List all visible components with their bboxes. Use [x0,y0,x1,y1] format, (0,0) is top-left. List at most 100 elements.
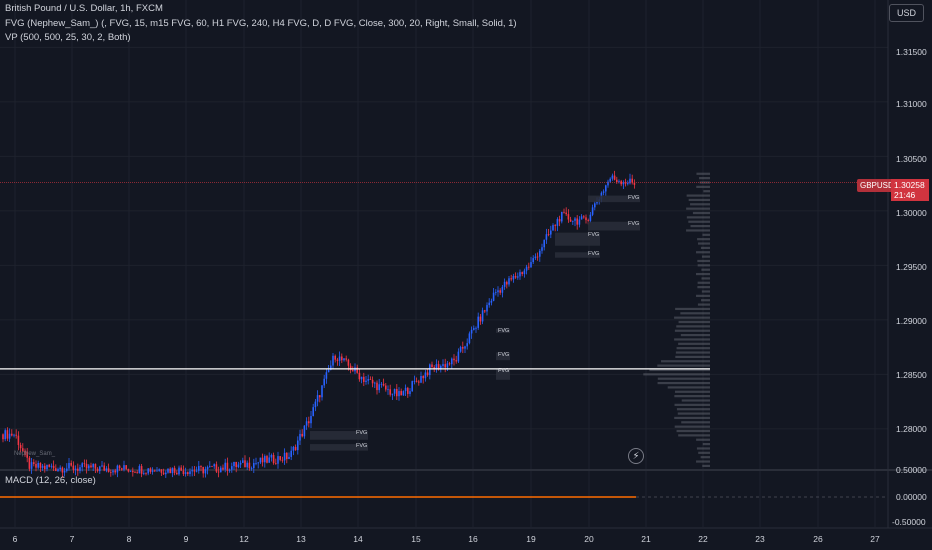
candle-body [125,465,127,470]
volume-profile-bar [701,299,710,302]
candle-body [459,347,462,352]
candle-body [545,234,548,240]
candle-body [580,216,583,220]
macd-tick: -0.50000 [892,517,926,527]
candle-body [501,286,504,293]
candle-body [442,364,444,366]
candle-body [213,464,215,467]
candle-body [110,472,112,473]
candle-body [627,183,629,185]
candle-body [358,372,361,380]
candle-body [48,464,50,467]
time-tick: 8 [126,534,132,544]
candle-body [532,258,534,263]
fvg-indicator-legend[interactable]: FVG (Nephew_Sam_) (, FVG, 15, m15 FVG, 6… [5,18,517,29]
candle-body [607,181,609,186]
candle-body [52,465,55,469]
candle-body [481,310,484,322]
candle-body [272,454,275,464]
candle-body [512,275,515,280]
candle-body [499,290,501,293]
candle-body [250,468,253,469]
candle-body [464,346,466,349]
candle-body [332,355,334,366]
volume-profile-bar [697,238,710,241]
currency-button[interactable]: USD [889,4,924,22]
candle-body [116,465,119,473]
volume-profile-bar [696,272,710,276]
volume-profile-bar [676,347,710,350]
candle-body [336,359,339,361]
volume-profile-bar [674,395,710,398]
candle-body [264,456,266,463]
candle-body [107,468,110,473]
volume-profile-bar [678,434,710,437]
volume-profile-bar [702,233,710,236]
volume-profile-bar [681,421,710,424]
candle-body [391,393,394,395]
price-tick: 1.30500 [896,154,927,164]
candle-body [123,465,125,470]
candle-body [149,468,152,472]
candle-body [270,454,273,458]
volume-profile-bar [701,268,710,271]
fvg-label: FVG [498,327,510,334]
lightning-bolt-icon: ⚡︎ [632,450,640,462]
candle-body [46,464,48,470]
candle-body [400,391,402,396]
candle-body [369,379,372,380]
candle-body [565,212,567,215]
candle-body [167,468,169,473]
volume-profile-bar [702,443,710,446]
candle-body [323,378,325,386]
candle-body [297,440,299,451]
candle-body [429,364,431,376]
volume-profile-bar [657,377,710,380]
volume-profile-bar [696,185,710,188]
volume-profile-bar [686,229,710,232]
candle-body [479,316,482,322]
candle-body [127,469,130,472]
candle-body [66,468,68,471]
candle-body [24,450,26,452]
candle-body [470,329,473,334]
time-tick: 9 [183,534,189,544]
time-tick: 7 [69,534,75,544]
macd-legend[interactable]: MACD (12, 26, close) [5,475,96,486]
candle-body [371,379,374,384]
candle-body [365,380,367,382]
candle-body [312,407,314,417]
candle-body [356,367,358,373]
vp-indicator-legend[interactable]: VP (500, 500, 25, 30, 2, Both) [5,32,131,43]
candle-body [288,456,290,459]
fvg-zone [555,232,600,246]
volume-profile-bar [701,290,710,293]
candle-body [83,463,86,465]
candle-body [41,465,44,468]
candle-body [222,467,224,470]
candle-body [68,462,70,469]
candle-body [11,433,13,436]
time-tick: 19 [526,534,536,544]
candle-body [396,388,398,397]
candle-body [492,292,495,301]
candle-body [176,472,178,475]
volume-profile-bar [697,242,710,245]
candle-body [349,365,352,371]
candle-body [156,470,158,472]
candle-body [407,387,409,394]
candle-body [541,247,543,251]
fvg-label: FVG [498,351,510,358]
symbol-legend[interactable]: British Pound / U.S. Dollar, 1h, FXCM [5,3,163,14]
candle-body [411,381,413,392]
candle-body [209,466,211,468]
fvg-label: FVG [356,443,368,450]
candle-body [572,220,574,222]
volume-profile-bar [675,351,710,354]
alert-button[interactable]: ⚡︎ [628,448,644,464]
candle-body [514,275,517,278]
candle-body [347,359,350,366]
candle-body [338,356,341,361]
candle-body [72,465,75,470]
